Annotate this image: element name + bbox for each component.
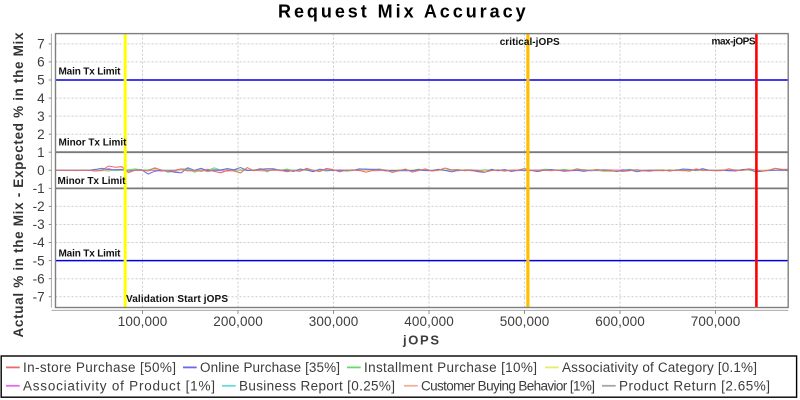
svg-text:600,000: 600,000: [595, 314, 645, 329]
svg-text:Actual % in the Mix - Expected: Actual % in the Mix - Expected % in the …: [11, 32, 26, 337]
svg-text:400,000: 400,000: [404, 314, 454, 329]
svg-text:Main Tx Limit: Main Tx Limit: [59, 249, 122, 260]
svg-text:Online Purchase [35%]: Online Purchase [35%]: [200, 360, 340, 375]
svg-text:Minor Tx Limit: Minor Tx Limit: [58, 176, 127, 187]
svg-text:300,000: 300,000: [309, 314, 359, 329]
svg-text:Installment Purchase [10%]: Installment Purchase [10%]: [364, 360, 537, 375]
svg-text:Business Report [0.25%]: Business Report [0.25%]: [239, 379, 395, 394]
svg-text:Customer Buying Behavior [1%]: Customer Buying Behavior [1%]: [421, 379, 595, 394]
svg-text:jOPS: jOPS: [402, 332, 439, 347]
svg-text:2: 2: [37, 127, 45, 142]
svg-text:In-store Purchase [50%]: In-store Purchase [50%]: [23, 360, 176, 375]
svg-text:Validation Start jOPS: Validation Start jOPS: [126, 294, 228, 305]
svg-text:-3: -3: [33, 217, 45, 232]
svg-text:critical-jOPS: critical-jOPS: [500, 37, 560, 48]
svg-text:100,000: 100,000: [118, 314, 168, 329]
svg-text:3: 3: [37, 109, 45, 124]
svg-text:700,000: 700,000: [691, 314, 741, 329]
svg-text:-4: -4: [33, 235, 45, 250]
svg-text:1: 1: [37, 145, 45, 160]
svg-text:5: 5: [37, 73, 45, 88]
svg-text:Associativity of Product [1%]: Associativity of Product [1%]: [23, 379, 215, 394]
svg-text:0: 0: [37, 163, 45, 178]
svg-text:-5: -5: [33, 253, 45, 268]
svg-text:4: 4: [37, 91, 45, 106]
svg-text:max-jOPS: max-jOPS: [712, 36, 756, 47]
svg-text:7: 7: [37, 37, 45, 52]
svg-text:Product Return [2.65%]: Product Return [2.65%]: [619, 379, 770, 394]
svg-text:Main Tx Limit: Main Tx Limit: [59, 66, 122, 77]
svg-text:-2: -2: [33, 199, 45, 214]
svg-text:-1: -1: [33, 181, 45, 196]
svg-text:Minor Tx Limit: Minor Tx Limit: [59, 138, 128, 149]
svg-text:-6: -6: [33, 271, 45, 286]
svg-text:200,000: 200,000: [213, 314, 263, 329]
svg-text:6: 6: [37, 55, 45, 70]
svg-text:-7: -7: [33, 289, 45, 304]
svg-text:Associativity of Category [0.1: Associativity of Category [0.1%]: [562, 360, 757, 375]
svg-text:500,000: 500,000: [500, 314, 550, 329]
